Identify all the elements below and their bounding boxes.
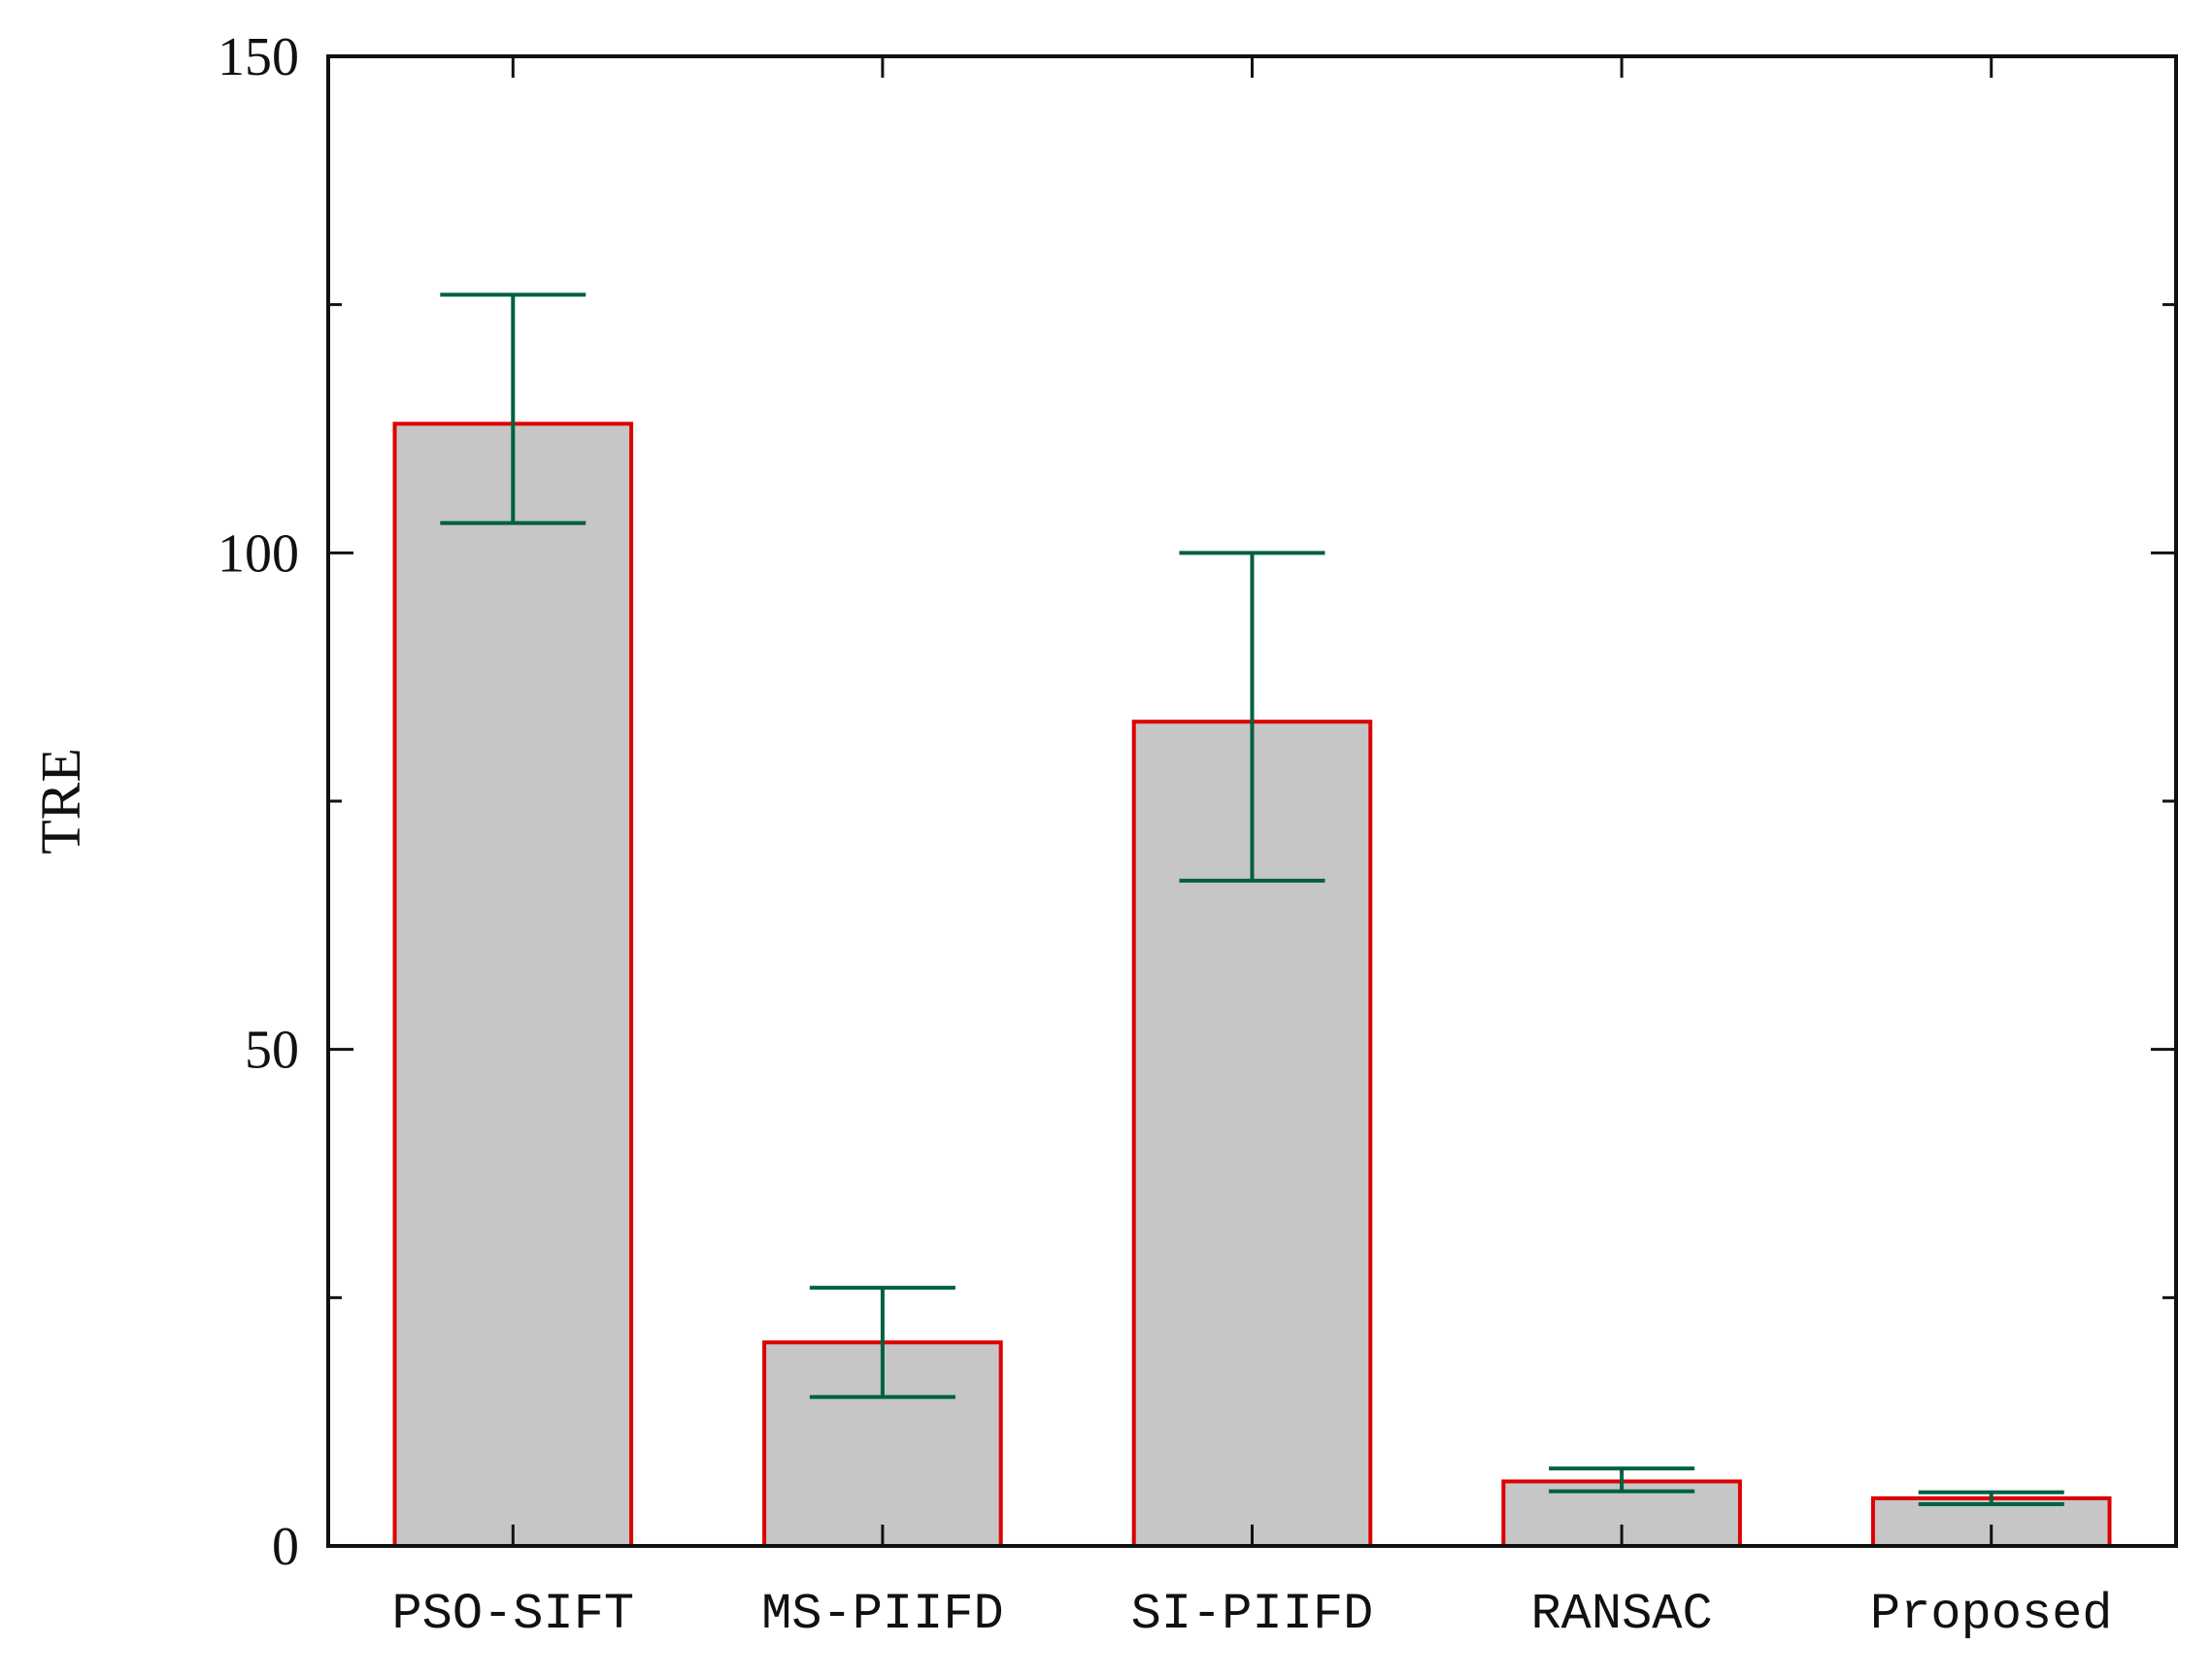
x-tick-label: MS-PIIFD bbox=[761, 1586, 1004, 1643]
y-tick-label: 150 bbox=[218, 27, 299, 87]
x-tick-label: RANSAC bbox=[1530, 1586, 1712, 1643]
x-tick-label: PSO-SIFT bbox=[391, 1586, 634, 1643]
x-tick-label: SI-PIIFD bbox=[1131, 1586, 1374, 1643]
plot-frame bbox=[326, 54, 2178, 1548]
tick-labels-layer: PSO-SIFT MS-PIIFD SI-PIIFD RANSAC Proposed 0 5… bbox=[218, 27, 2113, 1643]
y-axis-title: TRE bbox=[29, 748, 92, 855]
x-tick-label: Proposed bbox=[1870, 1586, 2113, 1643]
bar-pso-sift bbox=[392, 421, 634, 1548]
y-tick-label: 50 bbox=[245, 1021, 299, 1081]
y-tick-label: 100 bbox=[218, 523, 299, 584]
y-tick-label: 0 bbox=[272, 1517, 299, 1577]
error-bars-layer bbox=[440, 292, 2064, 1507]
